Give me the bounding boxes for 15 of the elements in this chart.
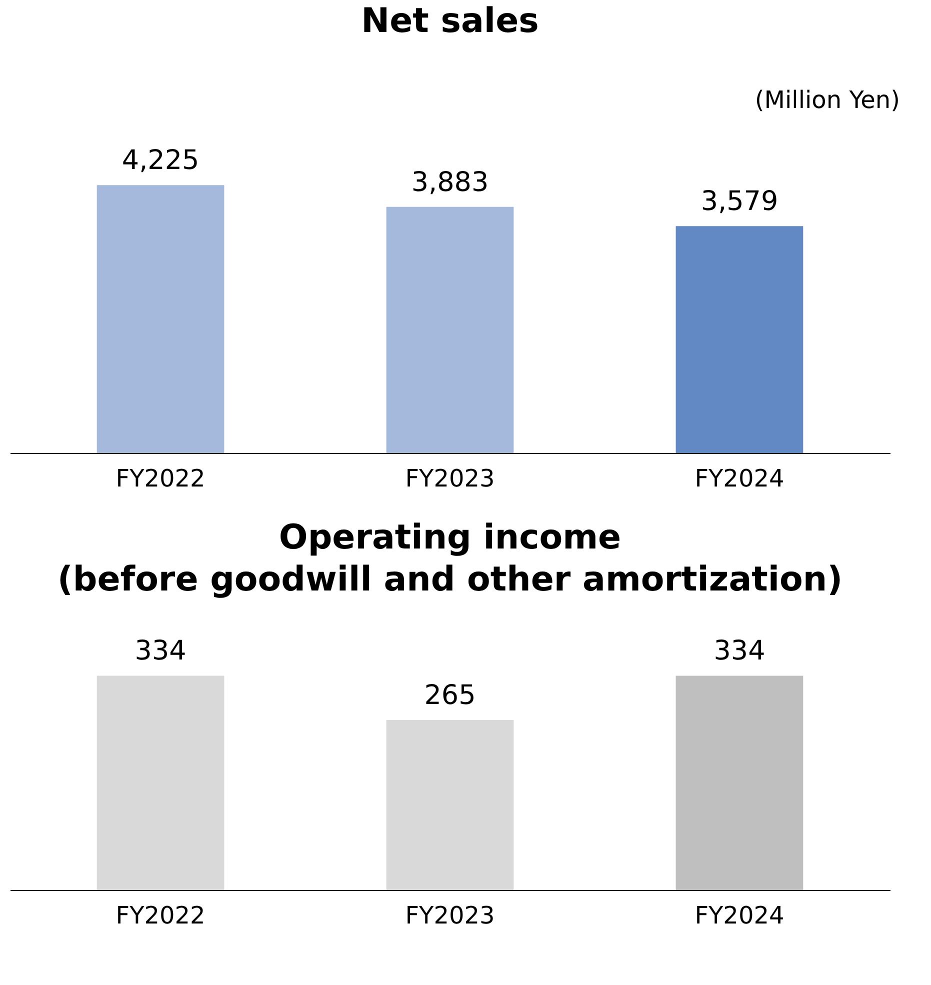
chart-title: Net sales: [361, 1, 539, 41]
data-label: 334: [134, 636, 186, 667]
chart-title: Operating income (before goodwill and other amortization): [57, 518, 843, 600]
x-tick-label: FY2024: [694, 902, 784, 930]
data-label: 3,883: [411, 166, 489, 198]
data-label: 4,225: [122, 145, 200, 176]
x-tick-label: FY2022: [116, 902, 206, 930]
x-tick-label: FY2023: [405, 902, 495, 930]
x-tick-label: FY2022: [116, 464, 206, 492]
data-label: 265: [424, 680, 476, 711]
text: (Million Yen): [754, 86, 900, 114]
data-label: 3,579: [700, 186, 778, 218]
x-tick-label: FY2023: [405, 464, 495, 492]
x-tick-label: FY2024: [694, 464, 784, 492]
data-label: 334: [714, 636, 766, 667]
